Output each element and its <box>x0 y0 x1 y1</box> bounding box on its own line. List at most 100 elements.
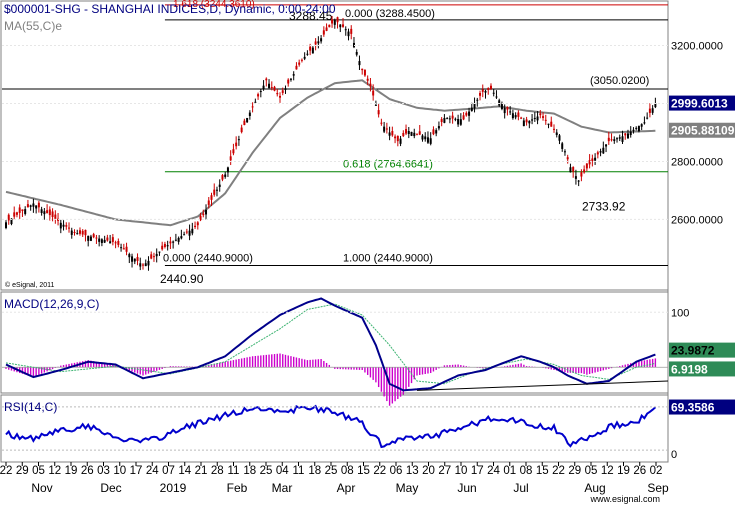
x-tick-label: 22 <box>0 465 12 477</box>
candle-body <box>602 147 605 154</box>
high-annotation: 3288.45 <box>289 9 333 23</box>
symbol-title: $000001-SHG - SHANGHAI INDICES,D, Dynami… <box>4 2 336 16</box>
x-tick-label: 18 <box>308 465 321 477</box>
candle-body <box>610 139 613 141</box>
candle-body <box>492 92 495 94</box>
x-month-label: Nov <box>31 481 52 495</box>
x-tick-label: 18 <box>243 465 256 477</box>
signal-value-tag: 6.9198 <box>671 362 708 376</box>
last-price-tag-bg <box>669 95 735 111</box>
candle-body <box>443 117 446 123</box>
candle-body <box>462 115 465 120</box>
candle-body <box>81 230 84 235</box>
x-tick-label: 26 <box>633 465 646 477</box>
candle-body <box>377 110 380 115</box>
candle-body <box>314 41 317 45</box>
candle-body <box>448 118 451 120</box>
candle-body <box>555 132 558 135</box>
candle-body <box>317 41 320 44</box>
candle-body <box>563 151 566 153</box>
candle-body <box>298 62 301 65</box>
candle-body <box>311 47 314 54</box>
x-tick-label: 21 <box>195 465 208 477</box>
esignal-credit: © eSignal, 2011 <box>5 281 55 289</box>
candle-body <box>396 135 399 142</box>
x-tick-label: 11 <box>228 465 240 477</box>
candle-body <box>616 138 619 140</box>
candle-body <box>133 258 136 262</box>
candle-body <box>152 256 155 258</box>
candle-body <box>136 257 139 261</box>
candle-body <box>276 93 279 95</box>
x-month-label: Jul <box>513 481 528 495</box>
candle-body <box>536 116 539 121</box>
x-tick-label: 24 <box>487 465 500 477</box>
candle-body <box>446 118 449 120</box>
x-tick-label: 29 <box>568 465 581 477</box>
candle-body <box>210 195 213 200</box>
esignal-url[interactable]: www.esignal.com <box>589 494 660 504</box>
candle-body <box>542 116 545 118</box>
x-tick-label: 04 <box>276 465 289 477</box>
candle-body <box>268 83 271 88</box>
x-tick-label: 26 <box>81 465 94 477</box>
candle-body <box>98 238 101 242</box>
candle-body <box>237 139 240 141</box>
candle-body <box>424 136 427 140</box>
candle-body <box>352 42 355 48</box>
candle-body <box>558 135 561 141</box>
candle-body <box>235 142 238 147</box>
candle-body <box>591 158 594 162</box>
candle-body <box>205 210 208 215</box>
candle-body <box>333 19 336 25</box>
candle-body <box>257 94 260 97</box>
x-tick-label: 08 <box>520 465 533 477</box>
candle-body <box>35 205 38 209</box>
candle-body <box>109 241 112 244</box>
fib-extension-label: 1.618 (3244.3610) <box>173 0 255 10</box>
candle-body <box>544 119 547 121</box>
candle-body <box>599 151 602 153</box>
x-tick-label: 12 <box>48 465 61 477</box>
candle-body <box>380 122 383 124</box>
x-tick-label: 05 <box>585 465 598 477</box>
x-tick-label: 10 <box>113 465 126 477</box>
candle-body <box>426 137 429 143</box>
candle-body <box>607 137 610 142</box>
macd-legend: MACD(12,26,9,C) <box>4 297 99 311</box>
candle-body <box>262 85 265 90</box>
candle-body <box>106 237 109 241</box>
candle-body <box>596 152 599 155</box>
x-tick-label: 22 <box>552 465 565 477</box>
candle-body <box>383 126 386 132</box>
candle-body <box>76 233 79 235</box>
candle-body <box>547 123 550 125</box>
candle-body <box>73 231 76 233</box>
candle-body <box>279 95 281 98</box>
candle-body <box>539 113 542 116</box>
candle-body <box>503 107 506 114</box>
candle-body <box>489 85 492 89</box>
candle-body <box>465 112 468 116</box>
candle-body <box>613 139 616 142</box>
fib-label-0: 0.000 (3288.4500) <box>345 8 435 20</box>
candle-body <box>369 83 372 87</box>
candle-body <box>103 239 106 243</box>
candle-body <box>331 19 334 24</box>
x-tick-label: 05 <box>32 465 45 477</box>
x-tick-label: 22 <box>373 465 386 477</box>
x-tick-label: 15 <box>536 465 549 477</box>
candle-body <box>251 106 254 108</box>
candle-body <box>54 214 57 219</box>
candle-body <box>654 103 657 108</box>
candle-body <box>265 78 268 81</box>
candle-body <box>51 211 54 218</box>
candle-body <box>24 209 27 214</box>
candle-body <box>95 237 98 239</box>
axes-layer: 2600.00002800.00003000.00003200.00001000… <box>0 40 735 495</box>
candle-body <box>70 230 73 235</box>
candle-body <box>588 160 591 165</box>
macd-layer <box>2 297 669 406</box>
candle-body <box>583 169 586 173</box>
